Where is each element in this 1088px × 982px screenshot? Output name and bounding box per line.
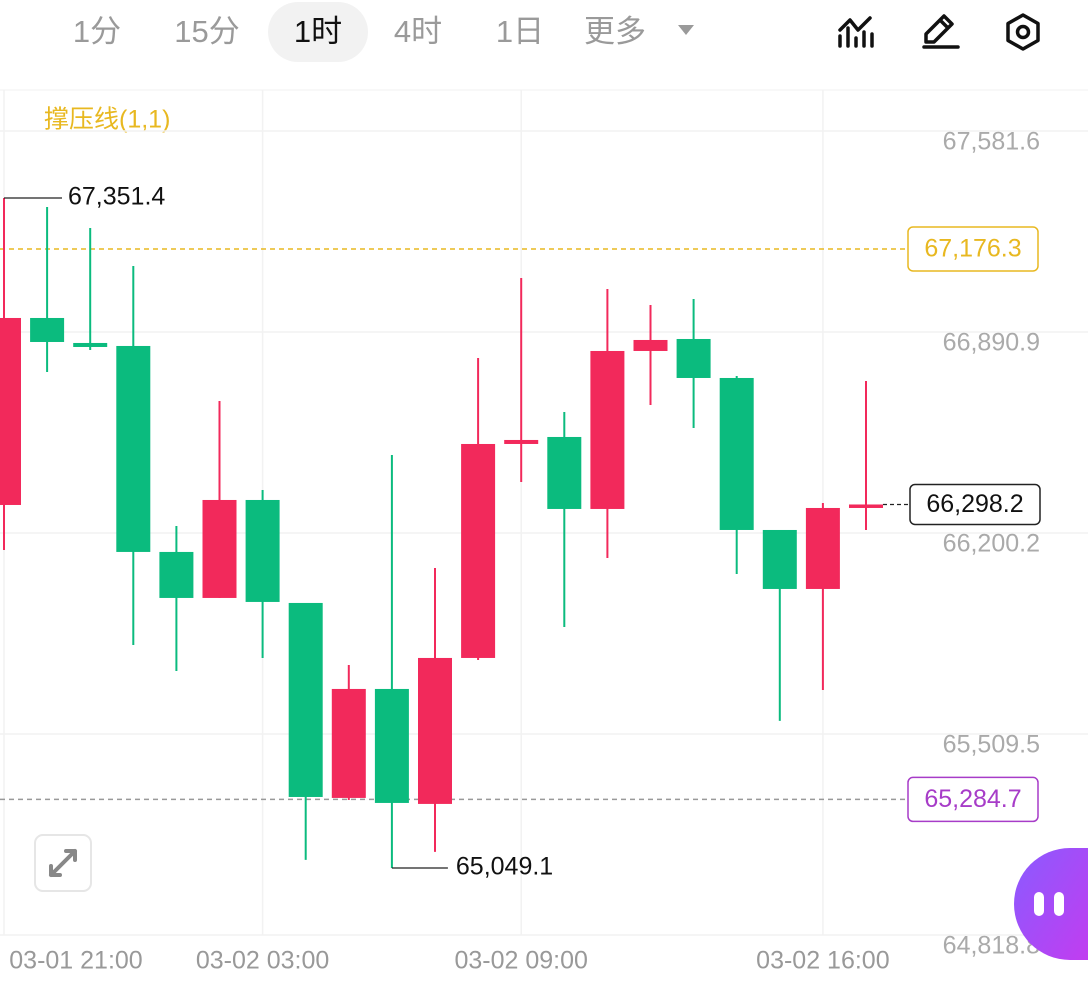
x-tick-label: 03-01 21:00 [9,947,142,975]
tab[interactable]: 15分 [174,14,240,49]
candle-body [202,499,237,598]
last-price-label: 66,298.2 [926,490,1023,518]
candle-body [590,350,625,509]
candle-body [30,317,65,342]
y-tick-label: 66,890.9 [943,329,1040,357]
dropdown-arrow [678,25,694,35]
candle-body [633,339,668,351]
x-tick-label: 03-02 09:00 [454,947,587,975]
candle-body [374,688,409,803]
candle-body [719,377,754,530]
y-tick-label: 67,581.6 [943,128,1040,156]
candle-body [159,551,194,598]
y-tick-label: 64,818.8 [943,932,1040,960]
candle-body [461,443,496,658]
chat-bubble[interactable] [1012,846,1088,962]
expand-button[interactable] [34,834,92,892]
tab[interactable]: 1分 [72,14,122,49]
tab[interactable]: 4时 [393,14,443,49]
candle-body [418,657,452,804]
low-label: 65,049.1 [456,853,553,881]
toolbar: 1分 15分 1时 4时 1日 更多 [0,0,1088,66]
y-tick-label: 65,509.5 [943,731,1040,759]
candle-body [116,345,151,552]
indicator-label: 撑压线(1,1) [44,106,170,134]
x-tick-label: 03-02 03:00 [196,947,329,975]
candle-body [762,529,797,589]
candle-body [805,507,840,589]
candle-body [288,602,323,797]
x-tick-label: 03-02 16:00 [756,947,889,975]
high-label: 67,351.4 [68,183,165,211]
price-tag-label: 67,176.3 [924,235,1021,263]
candle-body [0,317,21,505]
y-tick-label: 66,200.2 [943,530,1040,558]
candle-body [73,342,108,347]
tab[interactable]: 更多 [584,14,646,49]
draw-icon[interactable] [920,12,962,50]
candle-body [245,499,280,602]
candle-body [676,338,711,378]
price-tag [907,226,1039,272]
candle-body [331,688,366,798]
settings-icon[interactable] [1003,12,1043,52]
tab[interactable]: 1日 [495,14,545,49]
last-price-tag [909,483,1041,526]
tab[interactable]: 1时 [268,2,368,62]
price-tag [907,776,1039,823]
indicator-icon[interactable] [836,14,876,50]
candle-body [849,504,883,508]
candle-body [547,436,582,509]
price-tag-label: 65,284.7 [924,785,1021,813]
candle-body [504,439,539,444]
